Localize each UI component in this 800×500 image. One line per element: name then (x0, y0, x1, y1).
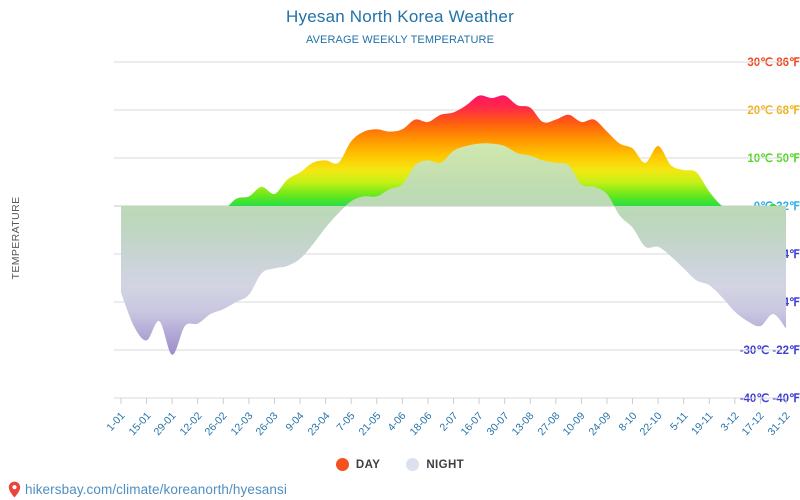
location-pin-icon (8, 481, 21, 498)
legend-label: NIGHT (426, 458, 465, 471)
legend-item-night[interactable]: NIGHT (406, 458, 464, 471)
chart-series-areas (121, 95, 786, 355)
footer-url: hikersbay.com/climate/koreanorth/hyesans… (25, 482, 287, 497)
day-dot-icon (335, 458, 349, 471)
chart-subtitle: AVERAGE WEEKLY TEMPERATURE (305, 34, 494, 46)
y-axis-tick-label: 30℃ 86℉ (747, 57, 800, 69)
footer-attribution: hikersbay.com/climate/koreanorth/hyesans… (8, 481, 287, 498)
y-axis-tick-label: -40℃ -40℉ (739, 393, 800, 405)
day-series-area-above-zero (121, 95, 786, 206)
night-series-area-below-zero (121, 206, 786, 355)
legend-item-day[interactable]: DAY (335, 458, 381, 471)
night-series-area-above-zero (121, 143, 786, 206)
chart-legend: DAY NIGHT (0, 458, 800, 471)
page-title: Hyesan North Korea Weather (286, 7, 514, 26)
y-axis-tick-label: 20℃ 68℉ (747, 105, 800, 117)
y-axis-tick-label: -30℃ -22℉ (739, 345, 800, 357)
night-dot-icon (406, 458, 420, 471)
y-axis-tick-label: 10℃ 50℉ (747, 153, 800, 165)
legend-label: DAY (355, 458, 381, 471)
